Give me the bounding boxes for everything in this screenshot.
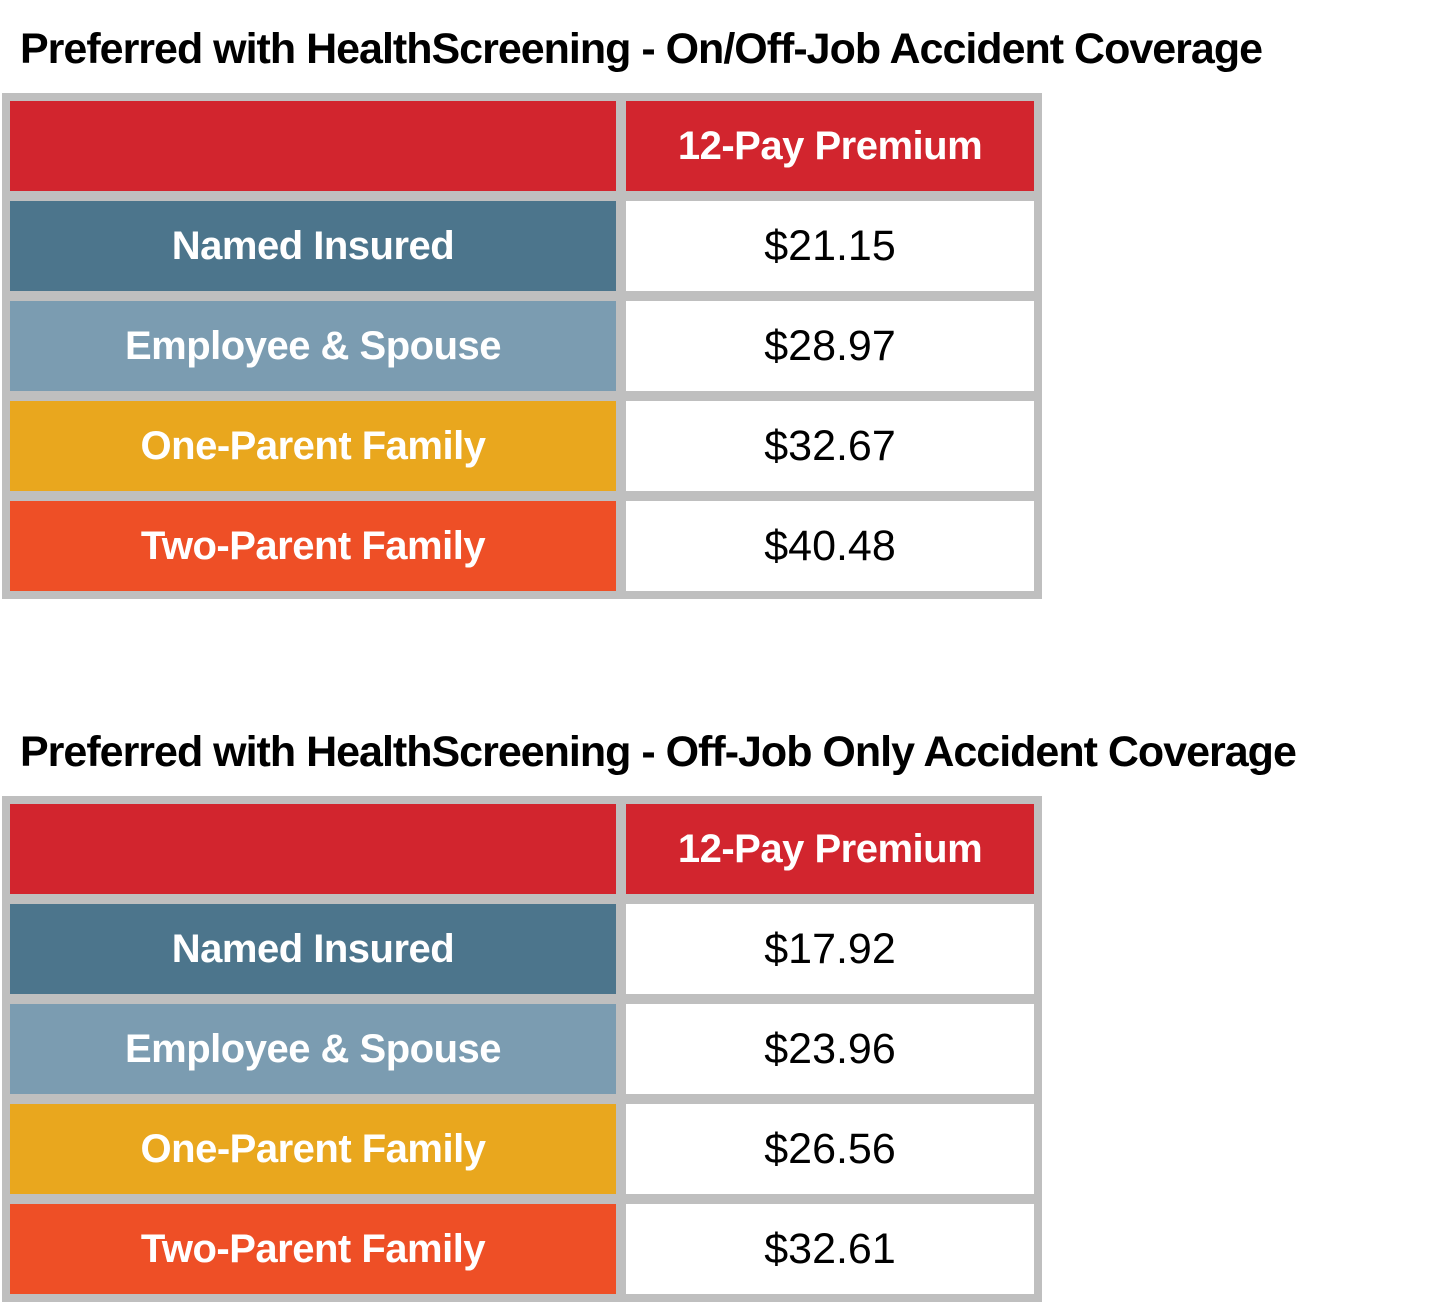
table-row-employee-spouse: Employee & Spouse $28.97 [10, 301, 1034, 391]
premium-value: $28.97 [626, 301, 1034, 391]
empty-header-cell [10, 101, 616, 191]
table-row-two-parent-family: Two-Parent Family $40.48 [10, 501, 1034, 591]
coverage-tier-label: One-Parent Family [10, 1104, 616, 1194]
off-job-only-section: Preferred with HealthScreening - Off-Job… [0, 599, 1443, 1302]
coverage-tier-label: Employee & Spouse [10, 301, 616, 391]
premium-value: $17.92 [626, 904, 1034, 994]
table-header-row: 12-Pay Premium [10, 804, 1034, 894]
premium-table-off-job-only: 12-Pay Premium Named Insured $17.92 Empl… [2, 796, 1042, 1302]
premium-value: $23.96 [626, 1004, 1034, 1094]
coverage-tier-label: Named Insured [10, 904, 616, 994]
table-row-named-insured: Named Insured $17.92 [10, 904, 1034, 994]
premium-column-header: 12-Pay Premium [626, 101, 1034, 191]
table-row-employee-spouse: Employee & Spouse $23.96 [10, 1004, 1034, 1094]
premium-value: $26.56 [626, 1104, 1034, 1194]
coverage-tier-label: Two-Parent Family [10, 501, 616, 591]
coverage-tier-label: Two-Parent Family [10, 1204, 616, 1294]
premium-value: $21.15 [626, 201, 1034, 291]
premium-value: $32.67 [626, 401, 1034, 491]
premium-table-on-off-job: 12-Pay Premium Named Insured $21.15 Empl… [2, 93, 1042, 599]
table-row-one-parent-family: One-Parent Family $26.56 [10, 1104, 1034, 1194]
empty-header-cell [10, 804, 616, 894]
table-header-row: 12-Pay Premium [10, 101, 1034, 191]
premium-value: $40.48 [626, 501, 1034, 591]
table-row-one-parent-family: One-Parent Family $32.67 [10, 401, 1034, 491]
coverage-tier-label: Employee & Spouse [10, 1004, 616, 1094]
premium-column-header: 12-Pay Premium [626, 804, 1034, 894]
premium-value: $32.61 [626, 1204, 1034, 1294]
coverage-tier-label: One-Parent Family [10, 401, 616, 491]
coverage-tier-label: Named Insured [10, 201, 616, 291]
on-off-job-section: Preferred with HealthScreening - On/Off-… [0, 0, 1443, 599]
table-title-on-off-job: Preferred with HealthScreening - On/Off-… [20, 25, 1263, 73]
table-row-two-parent-family: Two-Parent Family $32.61 [10, 1204, 1034, 1294]
table-row-named-insured: Named Insured $21.15 [10, 201, 1034, 291]
table-title-off-job-only: Preferred with HealthScreening - Off-Job… [20, 728, 1297, 776]
